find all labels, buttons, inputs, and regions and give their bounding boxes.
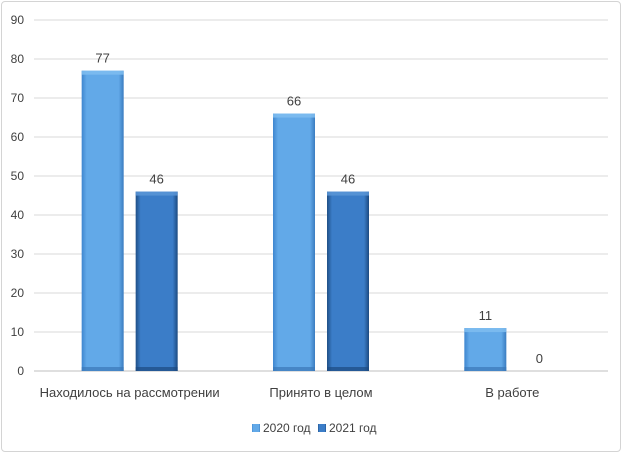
bar-body (135, 191, 178, 371)
bar-body (81, 70, 124, 371)
bar-top-bevel (464, 328, 507, 333)
bar-top-bevel (135, 191, 178, 196)
gridlines (34, 19, 608, 372)
category-label: Находилось на рассмотрении (40, 385, 220, 400)
bar-body (327, 191, 369, 371)
x-axis-categories: Находилось на рассмотрении Принято в цело… (40, 385, 540, 400)
legend-swatch (252, 424, 260, 432)
legend-label: 2020 год (263, 421, 311, 435)
bar (464, 328, 507, 371)
data-label: 46 (341, 172, 355, 187)
bar-base-bevel (135, 367, 178, 371)
bar-body (273, 113, 315, 371)
bar-base-bevel (81, 367, 124, 371)
bar (327, 191, 369, 371)
data-label: 11 (479, 308, 493, 323)
data-label: 46 (149, 172, 163, 187)
y-tick-label: 70 (11, 91, 25, 105)
bar-base-bevel (273, 367, 315, 371)
y-tick-label: 60 (11, 130, 25, 144)
bar-body (464, 328, 507, 371)
bar (273, 113, 315, 371)
legend-item: 2021 год (318, 421, 377, 435)
bar-base-bevel (327, 367, 369, 371)
bar-top-bevel (273, 113, 315, 118)
y-tick-label: 80 (11, 52, 25, 66)
data-label: 77 (95, 51, 109, 66)
data-label: 0 (536, 351, 543, 366)
data-label: 66 (287, 94, 301, 109)
bar (135, 191, 178, 371)
bar-top-bevel (81, 70, 124, 75)
y-tick-label: 0 (17, 364, 24, 378)
y-tick-label: 50 (11, 169, 25, 183)
y-tick-label: 30 (11, 247, 25, 261)
bar-base-bevel (464, 367, 507, 371)
y-axis-ticks: 0 10 20 30 40 50 60 70 80 90 (11, 13, 25, 378)
bar-top-bevel (327, 191, 369, 196)
y-tick-label: 20 (11, 286, 25, 300)
legend-swatch (318, 424, 326, 432)
legend: 2020 год 2021 год (252, 421, 377, 435)
y-tick-label: 40 (11, 208, 25, 222)
category-label: В работе (485, 385, 539, 400)
category-label: Принято в целом (269, 385, 372, 400)
y-tick-label: 10 (11, 325, 25, 339)
bars (81, 70, 507, 371)
legend-label: 2021 год (329, 421, 377, 435)
bar (81, 70, 124, 371)
data-labels: 77 46 66 46 11 0 (95, 51, 543, 366)
y-tick-label: 90 (11, 13, 25, 27)
legend-item: 2020 год (252, 421, 311, 435)
